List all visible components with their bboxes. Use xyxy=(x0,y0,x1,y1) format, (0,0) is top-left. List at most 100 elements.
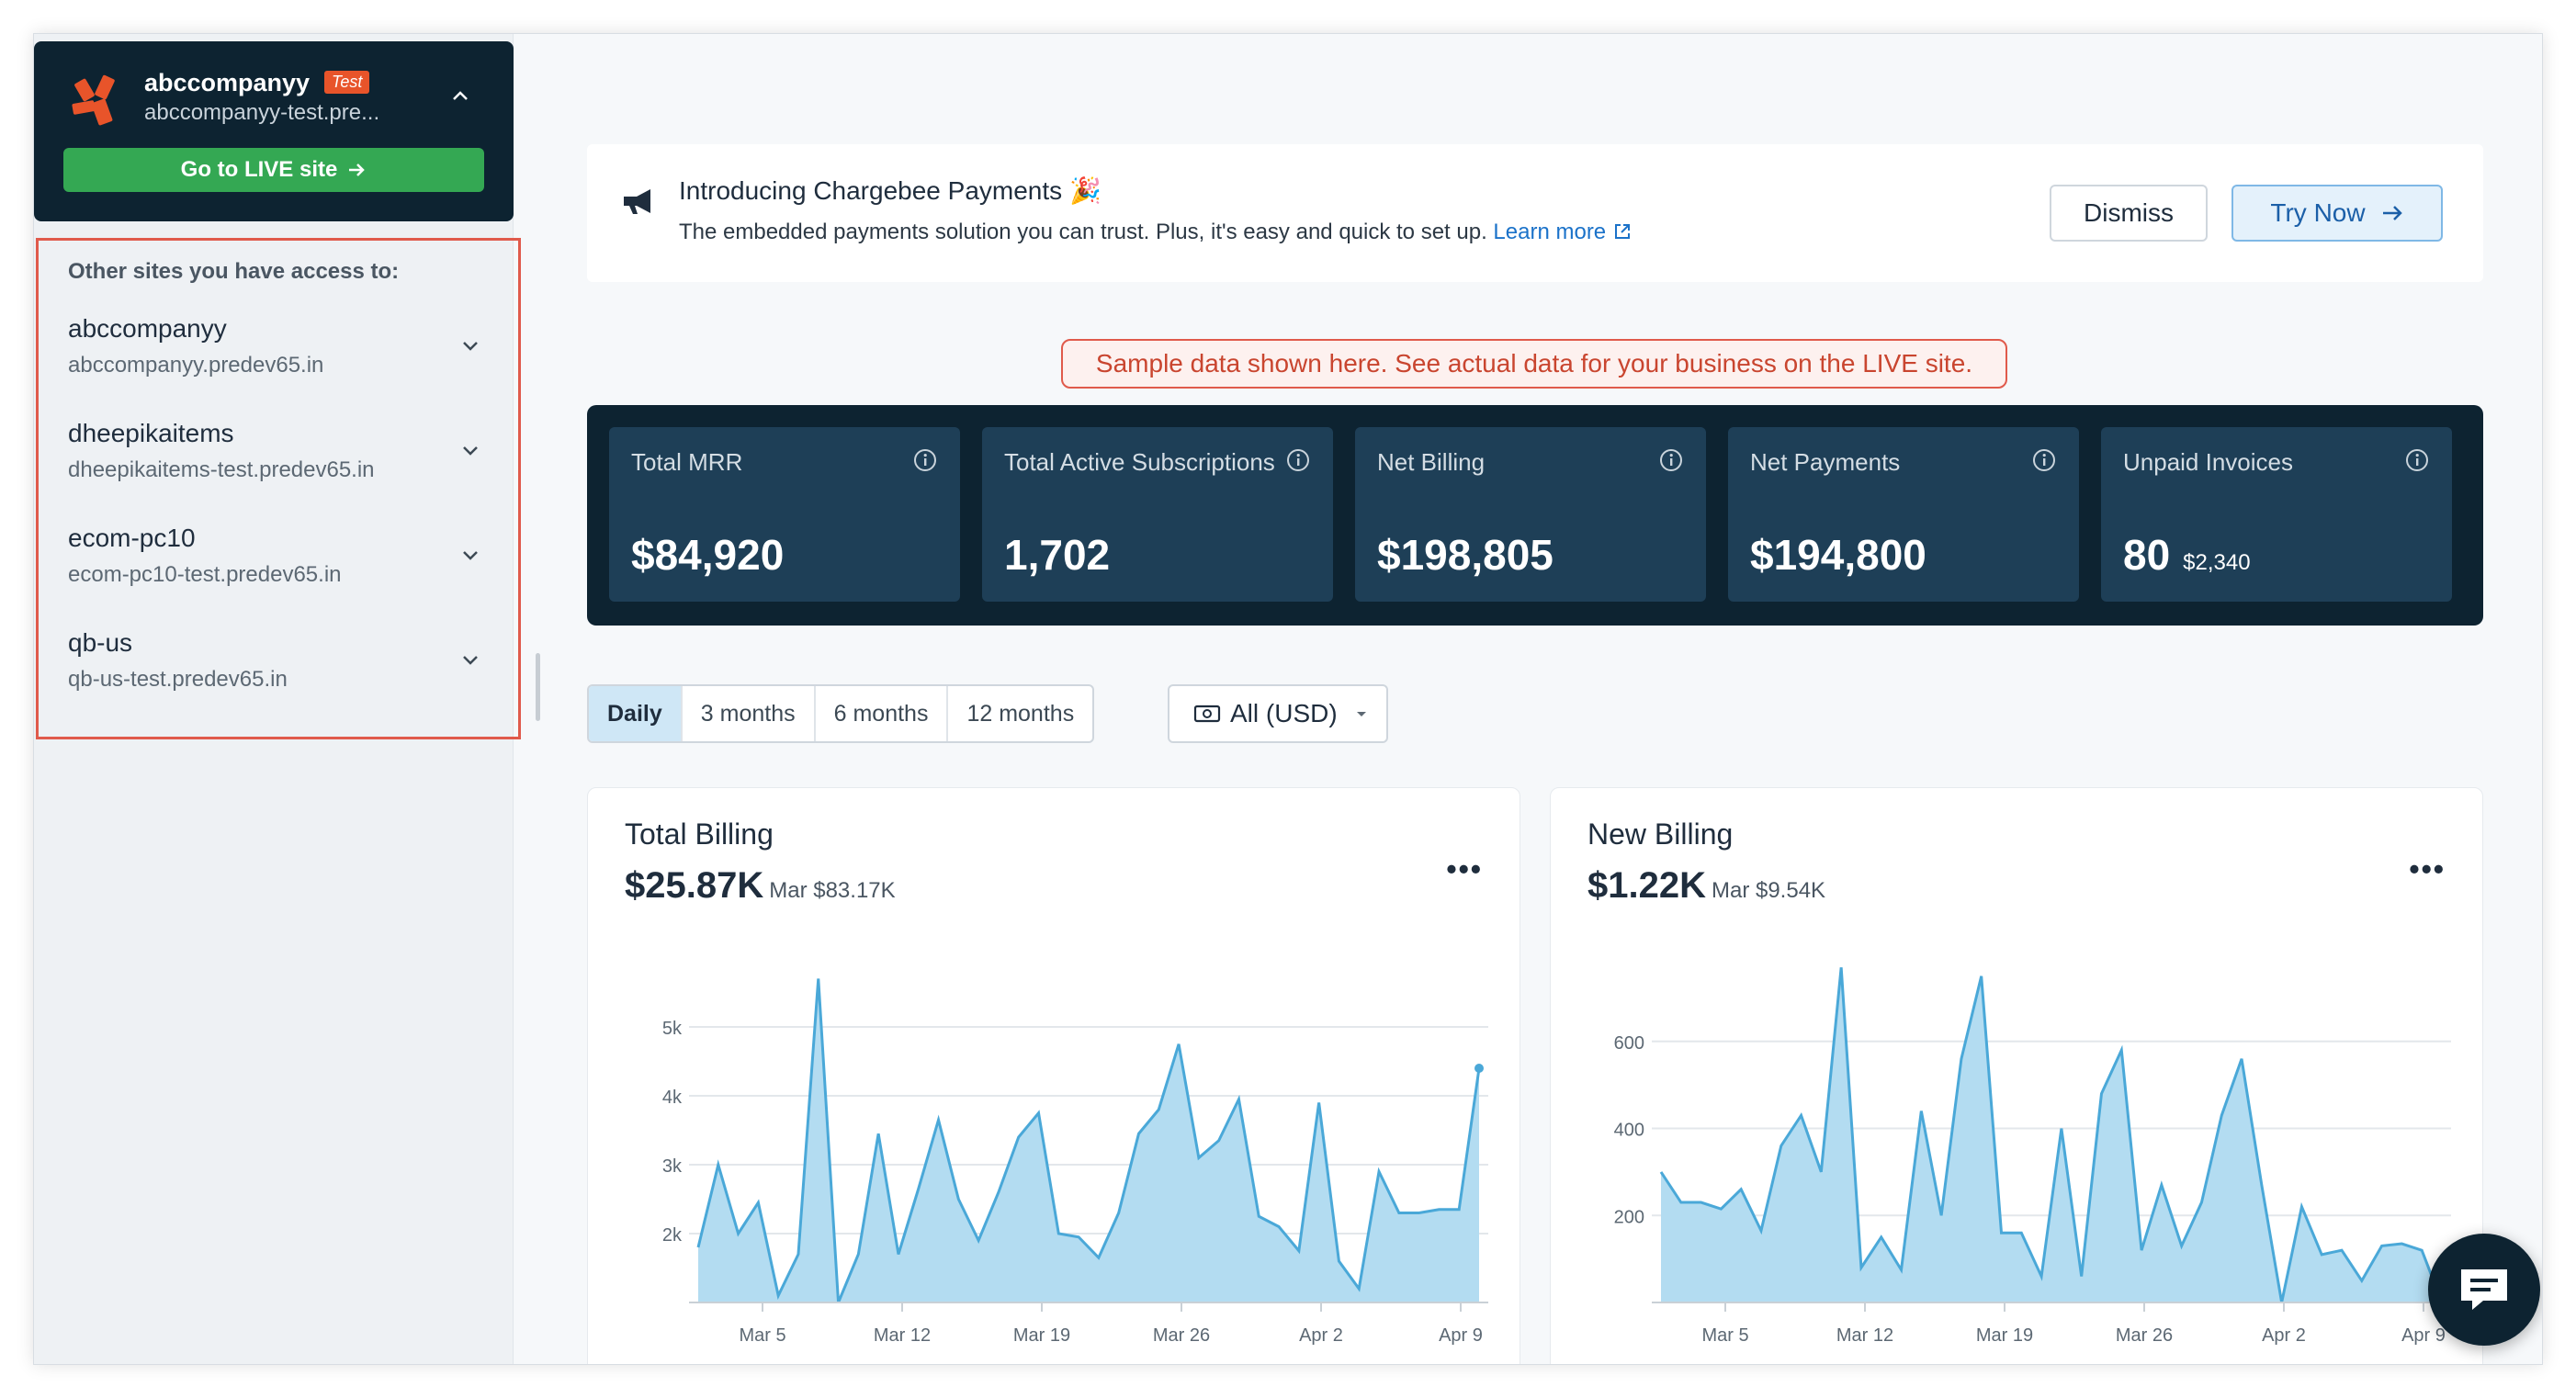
y-tick-label: 200 xyxy=(1614,1207,1644,1227)
x-tick-label: Mar 26 xyxy=(1153,1325,1210,1346)
site-item-abccompanyy[interactable]: abccompanyy abccompanyy.predev65.in xyxy=(68,314,500,406)
chevron-up-icon[interactable] xyxy=(447,84,473,109)
series-area xyxy=(1661,967,2442,1302)
range-12-months[interactable]: 12 months xyxy=(966,700,1075,727)
x-tick-label: Mar 5 xyxy=(739,1325,785,1346)
party-icon: 🎉 xyxy=(1068,176,1102,205)
site-item-name: dheepikaitems xyxy=(68,419,234,447)
site-item-url: ecom-pc10-test.predev65.in xyxy=(68,562,342,587)
info-icon[interactable] xyxy=(2404,447,2430,473)
other-sites-title: Other sites you have access to: xyxy=(68,259,400,284)
chevron-down-icon[interactable] xyxy=(458,333,483,358)
metric-value: 80 $2,340 xyxy=(2123,530,2251,580)
site-item-url: qb-us-test.predev65.in xyxy=(68,667,288,692)
arrow-right-icon xyxy=(349,163,366,176)
go-to-live-button[interactable]: Go to LIVE site xyxy=(63,148,484,192)
metric-label: Net Billing xyxy=(1377,448,1486,476)
series-line xyxy=(1659,967,2444,1303)
learn-more-link[interactable]: Learn more xyxy=(1493,220,1607,244)
site-item-name: ecom-pc10 xyxy=(68,524,196,552)
series-line xyxy=(696,978,1481,1303)
new-billing-chart: 200 400 600 Mar 5 Mar 12 Mar 19 Mar 26 Apr 2 Apr… xyxy=(1614,967,2451,1346)
x-tick-label: Apr 9 xyxy=(2401,1325,2446,1346)
dismiss-button[interactable]: Dismiss xyxy=(2050,185,2208,242)
range-6-months[interactable]: 6 months xyxy=(816,686,949,741)
info-icon[interactable] xyxy=(1658,447,1684,473)
info-icon[interactable] xyxy=(912,447,938,473)
metric-label: Net Payments xyxy=(1750,448,1901,476)
y-tick-label: 5k xyxy=(662,1019,683,1039)
try-now-button[interactable]: Try Now xyxy=(2231,185,2443,242)
chart-title: Total Billing xyxy=(625,817,774,851)
chart-headline-value: $25.87K xyxy=(625,865,764,906)
data-point xyxy=(1474,1064,1484,1073)
megaphone-icon xyxy=(624,189,650,214)
chart-comparison: Mar $83.17K xyxy=(769,878,896,903)
site-item-ecom-pc10[interactable]: ecom-pc10 ecom-pc10-test.predev65.in xyxy=(68,524,500,615)
site-name: abccompanyy xyxy=(144,69,311,96)
info-icon[interactable] xyxy=(2031,447,2057,473)
announcement-title: Introducing Chargebee Payments 🎉 xyxy=(679,175,1102,206)
metric-unpaid-invoices[interactable]: Unpaid Invoices 80 $2,340 xyxy=(2101,427,2452,602)
metric-value: $198,805 xyxy=(1377,531,1554,579)
info-icon[interactable] xyxy=(1285,447,1311,473)
x-tick-label: Mar 26 xyxy=(2116,1325,2173,1346)
metric-net-billing[interactable]: Net Billing $198,805 xyxy=(1355,427,1706,602)
sidebar: abccompanyy Test abccompanyy-test.pre...… xyxy=(34,34,521,1364)
go-to-live-label: Go to LIVE site xyxy=(180,157,338,182)
more-options-icon[interactable]: ••• xyxy=(1446,852,1483,885)
new-billing-card: New Billing $1.22K Mar $9.54K ••• 200 400 6… xyxy=(1550,787,2483,1364)
external-link-icon[interactable] xyxy=(1612,221,1633,242)
site-item-dheepikaitems[interactable]: dheepikaitems dheepikaitems-test.predev6… xyxy=(68,419,500,511)
total-billing-chart: 2k 3k 4k 5k Mar 5 Mar 12 Mar 19 Mar 26 Apr 2 Apr … xyxy=(662,978,1488,1346)
metric-total-mrr[interactable]: Total MRR $84,920 xyxy=(609,427,960,602)
metric-value: $194,800 xyxy=(1750,531,1926,579)
metric-total-active-subscriptions[interactable]: Total Active Subscriptions 1,702 xyxy=(982,427,1333,602)
cash-icon xyxy=(1193,705,1221,723)
metric-value: 1,702 xyxy=(1004,531,1111,579)
metric-label: Unpaid Invoices xyxy=(2123,448,2293,476)
sample-data-banner: Sample data shown here. See actual data … xyxy=(1061,339,2007,389)
site-item-url: abccompanyy.predev65.in xyxy=(68,353,324,378)
chart-comparison: Mar $9.54K xyxy=(1711,878,1826,903)
metric-value: $84,920 xyxy=(631,531,785,579)
site-url: abccompanyy-test.pre... xyxy=(144,100,380,125)
chart-headline: $1.22K Mar $9.54K xyxy=(1587,865,1825,907)
x-tick-label: Mar 12 xyxy=(874,1325,931,1346)
y-tick-label: 600 xyxy=(1614,1033,1644,1054)
site-item-name: qb-us xyxy=(68,628,133,657)
chart-headline: $25.87K Mar $83.17K xyxy=(625,865,896,907)
chevron-down-icon[interactable] xyxy=(458,542,483,568)
try-now-label: Try Now xyxy=(2270,198,2366,227)
metric-net-payments[interactable]: Net Payments $194,800 xyxy=(1728,427,2079,602)
range-daily[interactable]: Daily xyxy=(589,686,683,741)
chat-icon xyxy=(2461,1269,2507,1310)
total-billing-card: Total Billing $25.87K Mar $83.17K ••• 2k 3… xyxy=(587,787,1520,1364)
sidebar-resize-handle[interactable] xyxy=(536,653,540,721)
announcement-text: The embedded payments solution you can t… xyxy=(679,220,1487,244)
site-item-url: dheepikaitems-test.predev65.in xyxy=(68,457,375,482)
chevron-down-icon[interactable] xyxy=(458,437,483,463)
y-tick-label: 2k xyxy=(662,1225,683,1246)
chat-support-button[interactable] xyxy=(2428,1234,2540,1346)
chevron-down-icon[interactable] xyxy=(458,647,483,672)
site-item-qb-us[interactable]: qb-us qb-us-test.predev65.in xyxy=(68,628,500,720)
test-badge: Test xyxy=(324,71,370,94)
announcement-description: The embedded payments solution you can t… xyxy=(679,220,1633,245)
currency-dropdown[interactable]: All (USD) xyxy=(1168,684,1388,743)
caret-down-icon xyxy=(1356,712,1366,716)
y-tick-label: 4k xyxy=(662,1088,683,1108)
x-tick-label: Mar 19 xyxy=(1976,1325,2033,1346)
metric-value-number: 80 xyxy=(2123,531,2171,579)
chart-headline-value: $1.22K xyxy=(1587,865,1706,906)
current-site-card[interactable]: abccompanyy Test abccompanyy-test.pre...… xyxy=(34,41,514,221)
chargebee-logo-icon xyxy=(72,74,115,126)
site-item-name: abccompanyy xyxy=(68,314,227,343)
x-tick-label: Apr 2 xyxy=(2262,1325,2306,1346)
range-3-months[interactable]: 3 months xyxy=(683,686,816,741)
more-options-icon[interactable]: ••• xyxy=(2409,852,2446,885)
announcement-banner: Introducing Chargebee Payments 🎉 The emb… xyxy=(587,144,2483,282)
metric-subvalue: $2,340 xyxy=(2183,550,2251,575)
y-tick-label: 3k xyxy=(662,1156,683,1177)
x-tick-label: Mar 12 xyxy=(1836,1325,1893,1346)
